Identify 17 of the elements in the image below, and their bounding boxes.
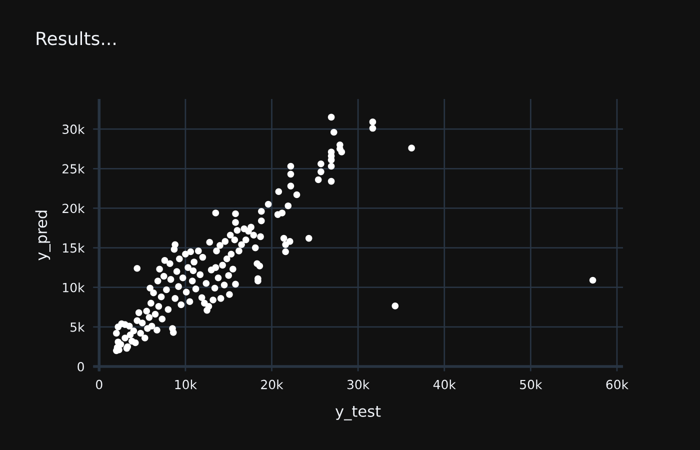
y-tick-label: 15k: [62, 243, 85, 253]
chart-title: Results...: [36, 31, 116, 46]
x-axis-title: y_test: [335, 406, 381, 420]
y-tick-label: 30k: [62, 124, 85, 134]
x-tick-label: 40k: [433, 380, 456, 390]
x-tick-label: 10k: [175, 380, 197, 390]
x-tick-label: 50k: [520, 380, 542, 390]
x-tick-label: 0: [96, 380, 102, 390]
y-tick-label: 10k: [62, 282, 85, 292]
x-tick-label: 20k: [261, 380, 284, 390]
y-tick-label: 0: [78, 362, 84, 372]
x-tick-label: 60k: [606, 380, 628, 390]
x-tick-label: 30k: [347, 380, 370, 390]
y-axis-title: y_pred: [35, 210, 51, 260]
y-tick-label: 5k: [70, 322, 85, 332]
y-tick-label: 20k: [62, 203, 85, 214]
y-tick-label: 25k: [62, 164, 85, 174]
